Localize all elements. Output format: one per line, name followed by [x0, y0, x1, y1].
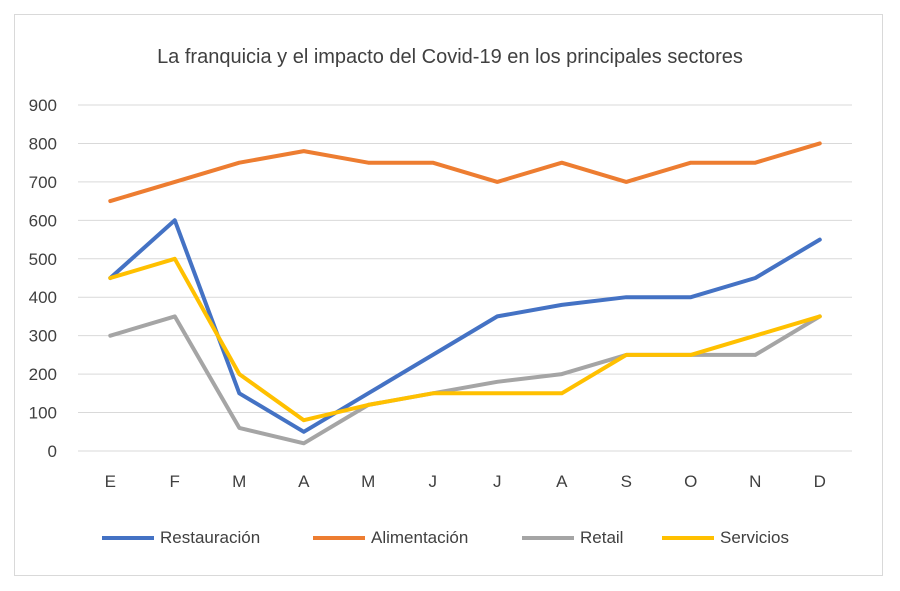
- x-tick-label: J: [493, 472, 502, 491]
- y-tick-label: 600: [29, 211, 57, 230]
- y-axis-ticks: 0 100 200 300 400 500 600 700 800 900: [29, 96, 57, 461]
- gridlines: [78, 104, 852, 452]
- x-tick-label: M: [232, 472, 246, 491]
- x-tick-label: N: [749, 472, 761, 491]
- legend-item: Retail: [522, 524, 623, 552]
- y-tick-label: 900: [29, 96, 57, 115]
- legend-label: Retail: [580, 528, 624, 547]
- y-tick-label: 200: [29, 365, 57, 384]
- series-line-1: [108, 141, 822, 204]
- legend-item: Alimentación: [313, 524, 468, 552]
- legend-label: Restauración: [160, 528, 261, 547]
- x-tick-label: M: [361, 472, 375, 491]
- legend-swatch: [662, 536, 714, 540]
- x-tick-label: O: [684, 472, 697, 491]
- chart-plot-area: 0 100 200 300 400 500 600 700 800 900 E F M A M J J A S O N…: [29, 96, 852, 491]
- y-tick-label: 300: [29, 327, 57, 346]
- y-tick-label: 0: [48, 442, 57, 461]
- x-tick-label: D: [814, 472, 826, 491]
- series-line-2: [108, 314, 822, 446]
- x-tick-label: F: [170, 472, 180, 491]
- legend-label: Alimentación: [371, 528, 469, 547]
- x-tick-label: S: [621, 472, 632, 491]
- x-tick-label: E: [105, 472, 116, 491]
- y-tick-label: 700: [29, 173, 57, 192]
- y-tick-label: 100: [29, 404, 57, 423]
- x-tick-label: A: [556, 472, 568, 491]
- y-tick-label: 400: [29, 288, 57, 307]
- chart-frame: [14, 14, 883, 576]
- legend-swatch: [522, 536, 574, 540]
- legend-swatch: [102, 536, 154, 540]
- series-line-3: [108, 256, 822, 423]
- legend-label: Servicios: [720, 528, 789, 547]
- chart-title: La franquicia y el impacto del Covid-19 …: [157, 46, 743, 68]
- legend-item: Servicios: [662, 524, 789, 552]
- legend-swatch: [313, 536, 365, 540]
- series-line-0: [108, 218, 822, 434]
- x-tick-label: J: [429, 472, 438, 491]
- legend-item: Restauración: [102, 524, 260, 552]
- y-tick-label: 800: [29, 134, 57, 153]
- y-tick-label: 500: [29, 250, 57, 269]
- legend: Restauración Alimentación Retail Servicios: [0, 524, 900, 552]
- series-lines: [108, 141, 822, 446]
- x-tick-label: A: [298, 472, 310, 491]
